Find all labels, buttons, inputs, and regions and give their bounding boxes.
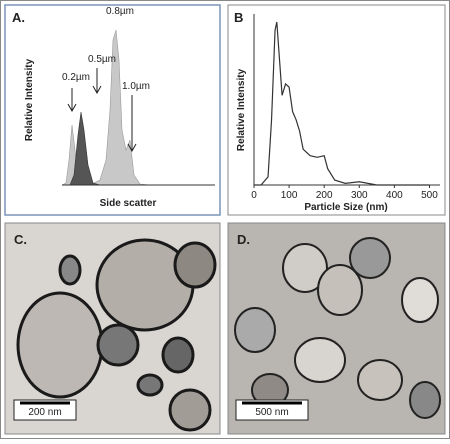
panel-b: B Relative Intensity Particle Size (nm) … [227, 4, 446, 216]
x-tick-label: 400 [386, 190, 403, 201]
panel-a: A. Relative Intensity Side scatter 0.2µm… [4, 4, 221, 216]
panel-c: C. 200 nm [4, 222, 221, 435]
scale-box [235, 399, 309, 421]
panel-d: D. 500 nm [227, 222, 446, 435]
y-axis-label: Relative Intensity [236, 68, 247, 151]
annotation: 1.0µm [122, 81, 150, 92]
panel-label: C. [14, 232, 27, 247]
x-tick-label: 0 [251, 190, 257, 201]
panel-label: B [234, 10, 243, 25]
panel-label: D. [237, 232, 250, 247]
scale-box [13, 399, 77, 421]
scale-label: 200 nm [28, 407, 61, 418]
annotation: 0.8µm [106, 6, 134, 17]
x-tick-label: 300 [351, 190, 368, 201]
histogram-light [61, 29, 151, 186]
x-axis-label: Side scatter [100, 198, 157, 209]
y-axis-label: Relative Intensity [24, 58, 35, 141]
vesicles [234, 237, 441, 419]
scale-label: 500 nm [255, 407, 288, 418]
panel-label: A. [12, 10, 25, 25]
panel-border [227, 4, 446, 216]
x-axis-label: Particle Size (nm) [304, 202, 387, 213]
x-tick-label: 200 [316, 190, 333, 201]
annotation: 0.5µm [88, 54, 116, 65]
histogram-dark [69, 111, 101, 186]
x-tick-label: 500 [421, 190, 438, 201]
x-tick-label: 100 [281, 190, 298, 201]
annotation: 0.2µm [62, 72, 90, 83]
line [254, 21, 430, 186]
vesicles [16, 238, 217, 432]
arrows [67, 68, 137, 153]
